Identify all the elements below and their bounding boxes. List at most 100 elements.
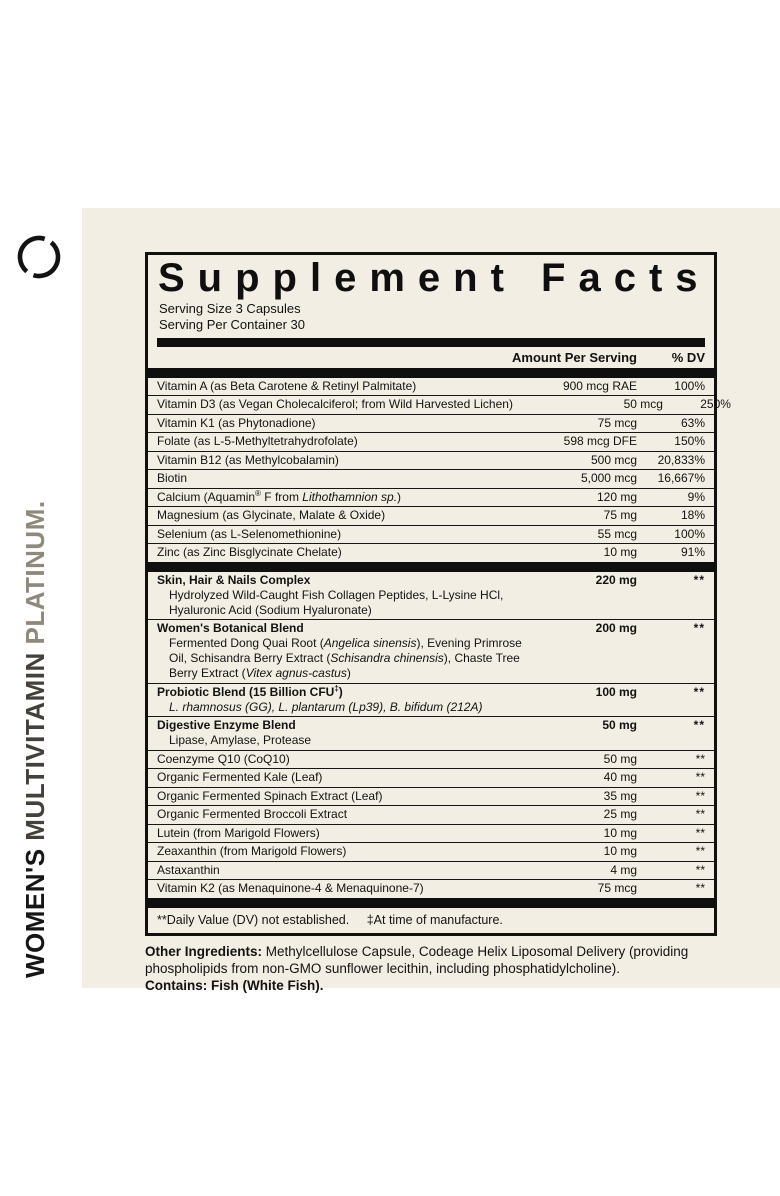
nutrient-row: Vitamin A (as Beta Carotene & Retinyl Pa… (148, 378, 714, 397)
nutrient-daily-value: ** (693, 684, 705, 699)
nutrient-daily-value: ** (695, 881, 705, 896)
nutrient-row: Magnesium (as Glycinate, Malate & Oxide)… (148, 507, 714, 526)
nutrient-amount: 120 mg (596, 489, 637, 504)
nutrient-daily-value: 9% (687, 489, 705, 504)
nutrient-name: Calcium (Aquamin® F from Lithothamnion s… (157, 488, 402, 504)
nutrient-amount: 35 mg (603, 788, 637, 803)
nutrient-daily-value: ** (695, 862, 705, 877)
nutrient-name: Organic Fermented Broccoli Extract (157, 807, 348, 822)
nutrient-row: Selenium (as L-Selenomethionine) 55 mcg 10… (148, 526, 714, 545)
nutrient-row: Probiotic Blend (15 Billion CFU‡) 100 mg *… (148, 684, 714, 718)
divider-bar (157, 337, 705, 347)
nutrient-amount: 75 mcg (597, 415, 637, 430)
nutrient-amount: 10 mg (603, 844, 637, 859)
nutrient-row: Vitamin D3 (as Vegan Cholecalciferol; fr… (148, 396, 731, 415)
footnotes: **Daily Value (DV) not established. ‡At … (148, 908, 714, 933)
nutrient-name: Magnesium (as Glycinate, Malate & Oxide) (157, 508, 386, 523)
nutrient-name: Coenzyme Q10 (CoQ10) (157, 751, 290, 766)
nutrient-name: Vitamin K2 (as Menaquinone-4 & Menaquino… (157, 881, 424, 896)
nutrient-daily-value: 63% (680, 415, 705, 430)
section-divider-bar (148, 561, 714, 572)
nutrient-name: Vitamin A (as Beta Carotene & Retinyl Pa… (157, 378, 417, 393)
codeage-broken-circle-logo (17, 235, 61, 279)
nutrient-daily-value: ** (695, 788, 705, 803)
nutrient-row: Zeaxanthin (from Marigold Flowers) 10 mg *… (148, 843, 714, 862)
vertical-product-title: WOMEN'S MULTIVITAMIN PLATINUM. (20, 433, 54, 978)
sub-ingredients-line: Lipase, Amylase, Protease (169, 733, 312, 748)
amount-per-serving-header: Amount Per Serving (512, 349, 637, 365)
nutrient-amount: 598 mcg DFE (563, 434, 637, 449)
nutrient-row: Women's Botanical Blend 200 mg ** Fermented… (148, 620, 714, 684)
nutrient-name: Vitamin K1 (as Phytonadione) (157, 415, 316, 430)
nutrient-amount: 50 mcg (623, 397, 663, 412)
other-ingredients-text: Methylcellulose Capsule, Codeage Helix L… (145, 943, 689, 976)
sub-ingredients-line: Berry Extract (Vitex agnus-castus) (169, 666, 351, 681)
divider-bar (148, 367, 714, 378)
nutrient-daily-value: ** (693, 718, 705, 733)
nutrient-amount: 900 mcg RAE (562, 378, 637, 393)
nutrient-name: Organic Fermented Kale (Leaf) (157, 770, 323, 785)
serving-size: Serving Size 3 Capsules (159, 300, 301, 316)
nutrient-name: Zeaxanthin (from Marigold Flowers) (157, 844, 347, 859)
nutrient-daily-value: ** (695, 825, 705, 840)
nutrient-row: Organic Fermented Spinach Extract (Leaf)… (148, 788, 714, 807)
nutrient-amount: 500 mcg (590, 452, 637, 467)
sub-ingredients-line: Fermented Dong Quai Root (Angelica sinen… (169, 636, 522, 651)
supplement-facts-box: Supplement Facts Serving Size 3 Capsules… (145, 252, 731, 936)
nutrient-amount: 100 mg (595, 684, 637, 699)
nutrient-name: Astaxanthin (157, 862, 220, 877)
brand-women-text: WOMEN'S (20, 848, 50, 978)
nutrient-name: Skin, Hair & Nails Complex (157, 572, 311, 587)
nutrient-daily-value: 16,667% (657, 471, 705, 486)
nutrient-row: Zinc (as Zinc Bisglycinate Chelate) 10 mg… (148, 544, 714, 562)
nutrient-amount: 50 mg (602, 718, 637, 733)
nutrient-amount: 5,000 mcg (580, 471, 637, 486)
brand-multivitamin-text: MULTIVITAMIN (20, 644, 50, 849)
other-ingredients-label: Other Ingredients: (145, 943, 263, 959)
nutrient-row: Lutein (from Marigold Flowers) 10 mg ** (148, 825, 714, 844)
nutrient-name: Vitamin D3 (as Vegan Cholecalciferol; fr… (157, 397, 513, 412)
nutrient-daily-value: 150% (674, 434, 705, 449)
nutrient-row: Folate (as L-5-Methyltetrahydrofolate) 59… (148, 433, 714, 452)
nutrient-daily-value: 18% (680, 508, 705, 523)
nutrient-row: Digestive Enzyme Blend 50 mg ** Lipase, Amy… (148, 717, 714, 751)
nutrient-name: Women's Botanical Blend (157, 621, 304, 636)
servings-per-container: Serving Per Container 30 (159, 316, 305, 332)
divider-bar (148, 897, 714, 908)
nutrient-daily-value: ** (695, 844, 705, 859)
nutrient-amount: 75 mg (603, 508, 637, 523)
nutrient-row: Skin, Hair & Nails Complex 220 mg ** Hydrol… (148, 572, 714, 621)
nutrient-name: Organic Fermented Spinach Extract (Leaf) (157, 788, 383, 803)
sub-ingredients-line: Hyaluronic Acid (Sodium Hyaluronate) (169, 602, 372, 617)
nutrient-amount: 220 mg (595, 572, 637, 587)
label-content: Supplement Facts Serving Size 3 Capsules… (145, 252, 731, 994)
nutrient-amount: 10 mg (603, 545, 637, 560)
nutrient-row: Coenzyme Q10 (CoQ10) 50 mg ** (148, 751, 714, 770)
nutrient-daily-value: ** (695, 751, 705, 766)
nutrient-daily-value: 20,833% (657, 452, 705, 467)
nutrient-daily-value: 250% (700, 397, 731, 412)
nutrient-name: Lutein (from Marigold Flowers) (157, 825, 320, 840)
nutrient-row: Vitamin K2 (as Menaquinone-4 & Menaquino… (148, 880, 714, 898)
facts-rows: Vitamin A (as Beta Carotene & Retinyl Pa… (148, 378, 731, 898)
nutrient-name: Folate (as L-5-Methyltetrahydrofolate) (157, 434, 358, 449)
column-headers: Amount Per Serving % DV (148, 347, 714, 368)
sub-ingredients-line: Oil, Schisandra Berry Extract (Schisandr… (169, 651, 520, 666)
sub-ingredients-line: L. rhamnosus (GG), L. plantarum (Lp39), … (169, 699, 483, 714)
nutrient-amount: 25 mg (603, 807, 637, 822)
nutrient-daily-value: ** (693, 621, 705, 636)
nutrient-daily-value: ** (695, 807, 705, 822)
nutrient-name: Selenium (as L-Selenomethionine) (157, 526, 342, 541)
nutrient-amount: 10 mg (603, 825, 637, 840)
nutrient-daily-value: 100% (674, 378, 705, 393)
nutrient-name: Vitamin B12 (as Methylcobalamin) (157, 452, 339, 467)
percent-dv-header: % DV (671, 349, 705, 365)
nutrient-daily-value: ** (693, 572, 705, 587)
nutrient-row: Biotin 5,000 mcg 16,667% (148, 470, 714, 489)
sub-ingredients-line: Hydrolyzed Wild-Caught Fish Collagen Pep… (169, 587, 504, 602)
nutrient-row: Astaxanthin 4 mg ** (148, 862, 714, 881)
nutrient-name: Digestive Enzyme Blend (157, 718, 296, 733)
supplement-facts-title: Supplement Facts (158, 256, 711, 300)
brand-platinum-text: PLATINUM. (20, 500, 50, 645)
nutrient-amount: 40 mg (603, 770, 637, 785)
